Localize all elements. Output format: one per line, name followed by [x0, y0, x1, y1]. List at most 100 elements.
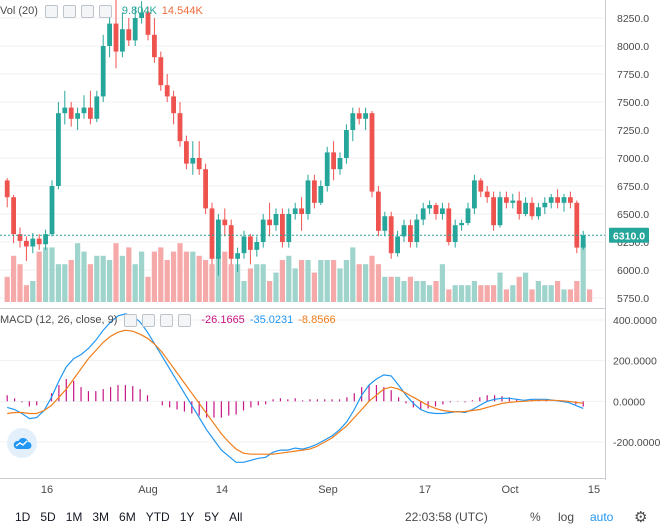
candle-body[interactable] [184, 141, 189, 164]
candle-body[interactable] [433, 205, 439, 214]
candle-body[interactable] [376, 191, 381, 231]
volume-legend[interactable]: Vol (20) 9.804K 14.544K [0, 2, 208, 20]
candle-body[interactable] [312, 180, 317, 203]
range-all-button[interactable]: All [229, 510, 243, 524]
range-1y-button[interactable]: 1Y [179, 510, 195, 524]
candle-body[interactable] [331, 152, 336, 170]
candle-body[interactable] [414, 219, 420, 242]
candle-body[interactable] [216, 219, 221, 259]
price-candles[interactable] [4, 0, 586, 276]
close-icon[interactable] [160, 313, 174, 327]
range-1m-button[interactable]: 1M [65, 510, 83, 524]
eye-icon[interactable] [124, 313, 138, 327]
candle-body[interactable] [484, 191, 490, 198]
candle-body[interactable] [497, 197, 503, 226]
candle-body[interactable] [235, 253, 240, 259]
time-axis[interactable]: 16 Aug 14 Sep 17 Oct 15 [41, 484, 600, 496]
candle-body[interactable] [75, 113, 80, 119]
range-1d-button[interactable]: 1D [15, 510, 31, 524]
candle-body[interactable] [440, 208, 445, 214]
candle-body[interactable] [465, 208, 471, 223]
candle-body[interactable] [120, 29, 125, 52]
candle-body[interactable] [11, 197, 16, 235]
gear-icon[interactable]: ⚙ [634, 509, 648, 526]
candle-body[interactable] [152, 34, 157, 58]
candle-body[interactable] [49, 186, 55, 235]
percent-scale-button[interactable]: % [530, 510, 541, 524]
candle-body[interactable] [510, 200, 516, 203]
candle-body[interactable] [401, 225, 407, 237]
candle-body[interactable] [344, 130, 349, 158]
candle-body[interactable] [126, 29, 132, 41]
candle-body[interactable] [24, 240, 29, 247]
candle-body[interactable] [254, 242, 260, 250]
candle-body[interactable] [88, 107, 93, 119]
candle-body[interactable] [459, 222, 464, 226]
candle-body[interactable] [452, 225, 458, 242]
candle-body[interactable] [68, 107, 74, 119]
settings-icon[interactable] [62, 4, 76, 18]
candle-body[interactable] [350, 113, 356, 130]
auto-scale-button[interactable]: auto [590, 510, 614, 524]
more-icon[interactable] [178, 313, 192, 327]
range-6m-button[interactable]: 6M [119, 510, 136, 524]
macd-legend-buttons[interactable] [124, 313, 196, 327]
volume-legend-buttons[interactable] [44, 4, 117, 18]
range-5y-button[interactable]: 5Y [204, 510, 220, 524]
candle-body[interactable] [472, 180, 477, 209]
candle-body[interactable] [132, 18, 138, 41]
candle-body[interactable] [190, 158, 196, 164]
candle-body[interactable] [260, 219, 266, 242]
candle-body[interactable] [337, 158, 343, 170]
candle-body[interactable] [107, 23, 112, 46]
candle-body[interactable] [420, 208, 426, 220]
candle-body[interactable] [17, 234, 23, 241]
candle-body[interactable] [292, 208, 298, 214]
candle-body[interactable] [36, 238, 42, 245]
candle-body[interactable] [228, 225, 234, 259]
chart-canvas[interactable]: 8250.0 8000.0 7750.0 7500.0 7250.0 7000.0 6750… [0, 0, 667, 504]
candle-body[interactable] [164, 85, 170, 97]
candle-body[interactable] [504, 197, 509, 203]
candle-body[interactable] [30, 238, 36, 247]
candle-body[interactable] [548, 197, 554, 203]
candle-body[interactable] [574, 202, 580, 248]
clock-display[interactable]: 22:03:58 (UTC) [405, 510, 488, 524]
range-ytd-button[interactable]: YTD [145, 510, 170, 524]
candle-body[interactable] [561, 197, 567, 203]
log-scale-button[interactable]: log [558, 510, 575, 524]
candle-body[interactable] [158, 57, 164, 86]
candle-body[interactable] [356, 113, 362, 119]
candle-body[interactable] [568, 197, 573, 203]
candle-body[interactable] [43, 234, 48, 245]
candle-body[interactable] [408, 225, 413, 242]
candle-body[interactable] [273, 214, 279, 226]
candle-body[interactable] [280, 214, 285, 242]
candle-body[interactable] [516, 200, 522, 214]
candle-body[interactable] [324, 152, 330, 186]
candle-body[interactable] [209, 208, 215, 259]
range-3m-button[interactable]: 3M [92, 510, 110, 524]
candle-body[interactable] [139, 12, 144, 18]
candle-body[interactable] [369, 113, 375, 192]
candle-body[interactable] [241, 236, 247, 254]
candle-body[interactable] [56, 113, 61, 186]
candle-body[interactable] [145, 12, 151, 35]
range-5d-button[interactable]: 5D [40, 510, 56, 524]
candle-body[interactable] [427, 205, 432, 209]
candle-body[interactable] [203, 169, 208, 209]
candle-body[interactable] [222, 219, 228, 226]
settings-icon[interactable] [142, 313, 156, 327]
candle-body[interactable] [4, 180, 10, 198]
candle-body[interactable] [388, 216, 394, 254]
more-icon[interactable] [98, 4, 112, 18]
close-icon[interactable] [80, 4, 94, 18]
candle-body[interactable] [305, 180, 311, 214]
tradingview-logo-icon[interactable] [7, 428, 37, 458]
candle-body[interactable] [523, 202, 528, 214]
candle-body[interactable] [171, 96, 176, 114]
candle-body[interactable] [318, 186, 324, 203]
candle-body[interactable] [529, 202, 535, 217]
macd-legend[interactable]: MACD (12, 26, close, 9) -26.1665 -35.023… [0, 311, 341, 329]
